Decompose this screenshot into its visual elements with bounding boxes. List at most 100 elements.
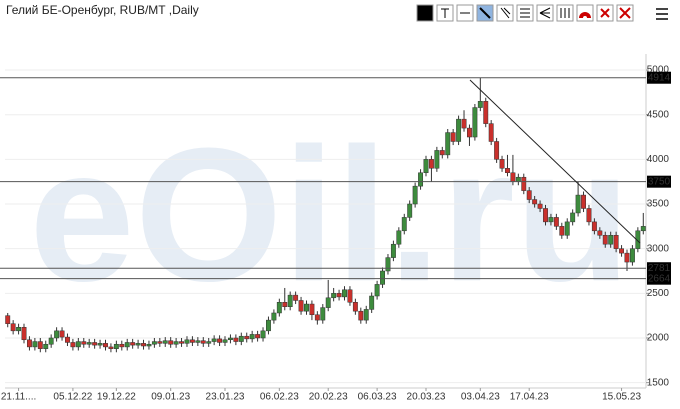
candle-body (559, 226, 565, 236)
y-tick-label: 2000 (647, 333, 670, 344)
candle-body (75, 341, 81, 348)
candle-body (336, 293, 342, 298)
candle-body (10, 323, 16, 332)
candle-body (439, 150, 445, 156)
x-tick-label: 03.04.23 (461, 392, 500, 403)
x-tick-label: 17.04.23 (510, 392, 549, 403)
watermark: eOil.ru (29, 109, 631, 321)
candle-body (418, 172, 424, 187)
candle-body (271, 312, 277, 321)
candle-body (597, 230, 603, 236)
candle-body (282, 302, 288, 307)
icon (560, 8, 570, 18)
candle-body (483, 101, 489, 124)
candle-body (428, 159, 434, 169)
icon (600, 8, 610, 18)
candle-body (43, 343, 49, 349)
candle-body (260, 330, 266, 339)
level-label-box (647, 71, 671, 84)
candle-body (543, 208, 548, 223)
candle-body (157, 341, 163, 344)
candle-body (65, 336, 70, 343)
menu-button[interactable] (656, 8, 668, 20)
x-tick-label: 20.02.23 (309, 392, 348, 403)
candle-body (54, 330, 60, 339)
candle-body (130, 342, 136, 346)
candle-body (151, 341, 157, 345)
candle-body (515, 176, 521, 182)
level-label: 3750 (648, 176, 671, 187)
candle-body (423, 159, 429, 174)
candle-body (146, 343, 152, 347)
y-tick-label: 3500 (647, 199, 670, 210)
candle-body (135, 343, 141, 346)
candle-body (450, 132, 456, 142)
candle-body (200, 340, 206, 344)
candle-body (477, 101, 483, 108)
candle-body (581, 194, 586, 209)
candle-body (369, 295, 375, 310)
candle-body (445, 132, 451, 156)
candle-body (456, 118, 462, 142)
x-tick-label: 05.12.22 (53, 392, 92, 403)
candle-body (227, 337, 233, 341)
candle-body (374, 284, 380, 297)
trend-line (469, 79, 641, 244)
candle-body (548, 217, 554, 223)
candle-body (472, 107, 478, 138)
candle-body (407, 203, 413, 218)
y-tick-label: 3000 (647, 243, 670, 254)
candle-body (629, 248, 635, 263)
candle-body (108, 346, 114, 349)
candle-body (217, 338, 223, 343)
candle-body (461, 118, 467, 129)
level-label-box (647, 175, 671, 188)
candle-body (32, 341, 38, 348)
candle-body (179, 341, 184, 344)
x-tick-label: 23.01.23 (206, 392, 245, 403)
level-label-box (647, 272, 671, 285)
y-tick-label: 2500 (647, 288, 670, 299)
candle-body (390, 243, 396, 258)
icon (539, 7, 551, 19)
candle-body (363, 309, 369, 321)
candle-body (103, 343, 108, 348)
candle-body (488, 123, 494, 142)
candle-body (613, 235, 619, 249)
candle-body (564, 221, 570, 236)
candle-body (298, 300, 304, 312)
candle-body (249, 334, 255, 340)
icon (619, 7, 631, 19)
candle-body (553, 217, 559, 227)
candle-body (59, 330, 65, 338)
candle-body (510, 172, 516, 182)
candle-body (505, 168, 510, 174)
candle-body (342, 289, 347, 298)
candle-body (602, 235, 608, 245)
candle-body (255, 334, 261, 339)
x-tick-label: 20.03.23 (407, 392, 446, 403)
candle-body (532, 199, 538, 205)
candle-body (537, 203, 543, 209)
candle-body (352, 302, 358, 312)
candle-body (168, 340, 174, 345)
y-tick-label: 5000 (647, 65, 670, 76)
y-tick-label: 1500 (647, 377, 670, 388)
candle-body (92, 342, 98, 346)
candle-body (238, 335, 244, 342)
icon (441, 8, 449, 18)
candle-body (244, 335, 250, 340)
y-tick-label: 4500 (647, 109, 670, 120)
candle-body (309, 303, 315, 316)
color-tool[interactable] (416, 4, 434, 22)
y-tick-label: 4000 (647, 154, 670, 165)
candle-body (162, 340, 168, 344)
candle-body (624, 252, 630, 263)
candle-body (635, 230, 641, 249)
candle-body (325, 297, 331, 308)
candle-body (396, 230, 402, 245)
candle-body (640, 226, 646, 232)
candle-body (266, 319, 271, 332)
candle-body (195, 340, 201, 343)
candle-body (222, 339, 228, 343)
